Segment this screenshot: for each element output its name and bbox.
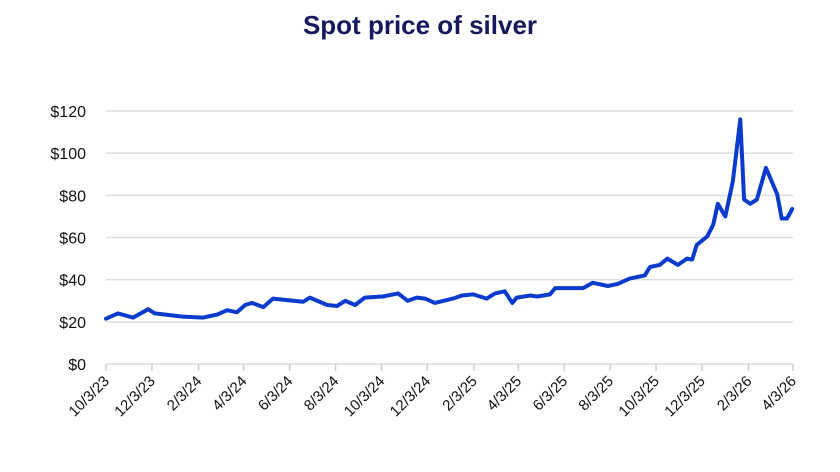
x-tick-label: 2/3/25 (439, 373, 481, 415)
x-tick-label: 4/3/24 (209, 373, 251, 415)
y-tick-label: $60 (59, 231, 86, 248)
x-tick-label: 4/3/26 (758, 373, 800, 415)
y-tick-label: $120 (50, 104, 86, 121)
x-tick-label: 12/3/24 (387, 373, 434, 420)
y-tick-label: $20 (59, 315, 86, 332)
x-tick-label: 10/3/23 (65, 373, 112, 420)
x-tick-label: 10/3/25 (615, 373, 662, 420)
x-tick-label: 2/3/24 (164, 373, 206, 415)
x-tick-label: 6/3/25 (530, 373, 572, 415)
chart-title: Spot price of silver (302, 10, 538, 40)
x-tick-label: 8/3/24 (301, 373, 343, 415)
y-tick-label: $100 (50, 146, 86, 163)
x-tick-label: 8/3/25 (575, 373, 617, 415)
x-tick-label: 12/3/23 (111, 373, 158, 420)
x-tick-label: 12/3/25 (661, 373, 708, 420)
x-tick-label: 6/3/24 (255, 373, 297, 415)
x-tick-label: 2/3/26 (714, 373, 756, 415)
x-tick-label: 4/3/25 (484, 373, 526, 415)
y-tick-label: $80 (59, 188, 86, 205)
x-tick-label: 10/3/24 (341, 373, 388, 420)
y-tick-label: $40 (59, 273, 86, 290)
y-tick-label: $0 (68, 357, 86, 374)
silver-price-line (104, 117, 795, 321)
